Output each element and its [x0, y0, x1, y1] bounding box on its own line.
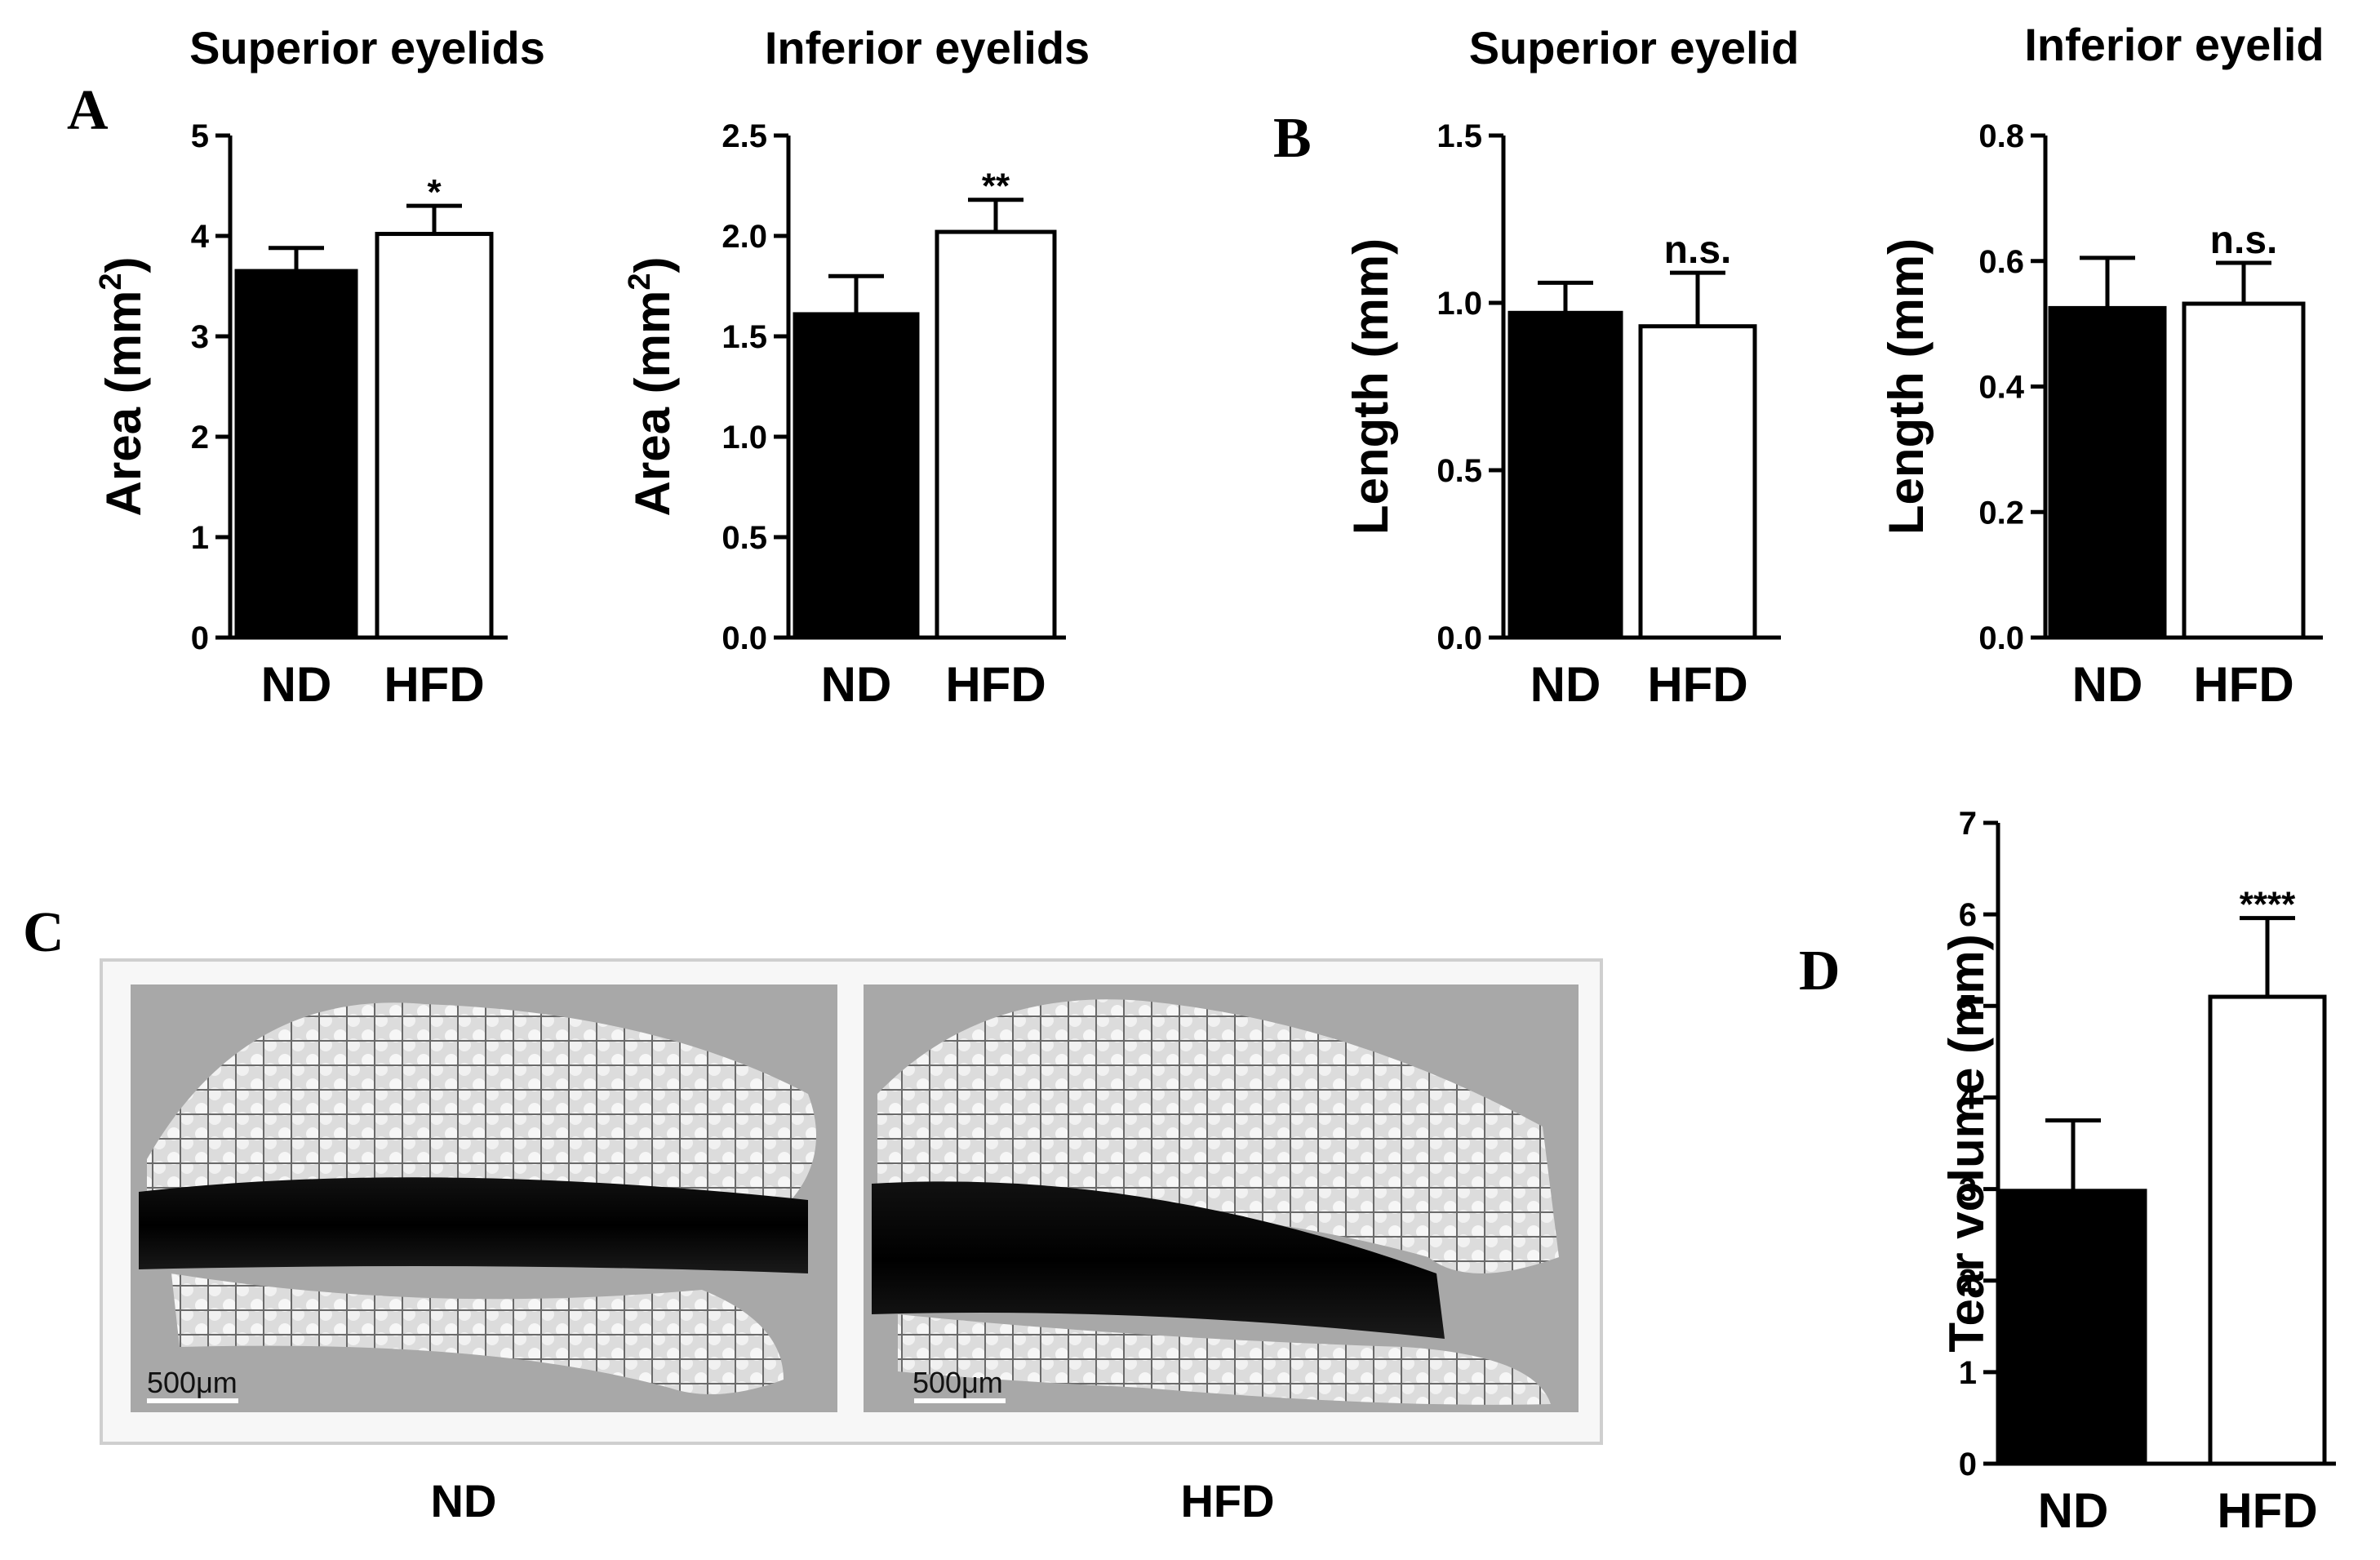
- y-tick-label: 1.5: [722, 319, 767, 355]
- y-tick-label: 2: [1959, 1264, 1977, 1300]
- y-tick-label: 0: [191, 620, 209, 656]
- category-label-hfd: HFD: [384, 657, 484, 712]
- chart-inferior-eyelids-area: Inferior eyelids 0.0 0.5 1.0 1.5 2.0 2.5 Area (…: [623, 22, 1090, 712]
- y-tick-label: 1.0: [722, 420, 767, 456]
- chart-superior-eyelid-length: Superior eyelid 0.0 0.5 1.0 1.5 Length (mm) ND…: [1343, 22, 1799, 712]
- image-label-nd: ND: [431, 1475, 497, 1527]
- y-tick-label: 4: [1959, 1080, 1978, 1116]
- y-tick-label: 0.2: [1978, 495, 2024, 531]
- bar-hfd: [2208, 994, 2327, 1466]
- bar-nd: [1507, 310, 1623, 640]
- y-tick-label: 5: [191, 118, 209, 154]
- scale-bar-label-hfd: 500μm: [912, 1366, 1003, 1399]
- y-axis-label: Area (mm2): [623, 257, 680, 517]
- y-tick-label: 0.0: [722, 620, 767, 656]
- category-label-hfd: HFD: [945, 657, 1046, 712]
- category-label-nd: ND: [1530, 657, 1601, 712]
- significance-label: n.s.: [1664, 229, 1732, 272]
- chart-title: Superior eyelid: [1469, 22, 1800, 73]
- y-tick-label: 3: [1959, 1172, 1977, 1208]
- y-tick-label: 1: [1959, 1355, 1977, 1391]
- y-tick-label: 5: [1959, 989, 1977, 1024]
- y-tick-label: 0.5: [1436, 453, 1482, 489]
- y-tick-label: 7: [1959, 806, 1977, 842]
- scale-bar-label-nd: 500μm: [147, 1366, 238, 1399]
- chart-title: Inferior eyelid: [2024, 19, 2324, 70]
- significance-label: **: [982, 167, 1010, 207]
- chart-tear-volume: 0 1 2 3 4 5 6 7 Tear volume (mm) ND **** HFD: [1939, 806, 2336, 1538]
- bar-nd: [2048, 305, 2167, 640]
- micrograph-panel: 500μm 500μm ND HFD: [100, 958, 1603, 1527]
- chart-title: Superior eyelids: [189, 22, 545, 73]
- category-label-hfd: HFD: [2217, 1483, 2317, 1538]
- panel-letter-c: C: [23, 901, 64, 964]
- y-tick-label: 0.0: [1978, 620, 2024, 656]
- chart-superior-eyelids-area: Superior eyelids 0 1 2 3 4 5 Area (mm2) ND * HFD: [94, 22, 545, 712]
- y-tick-label: 1.0: [1436, 286, 1482, 322]
- panel-letter-a: A: [67, 79, 109, 142]
- y-tick-label: 2.0: [722, 219, 767, 255]
- bar-hfd: [2182, 301, 2306, 640]
- y-tick-label: 1.5: [1436, 118, 1482, 154]
- category-label-nd: ND: [821, 657, 892, 712]
- panel-letter-b: B: [1273, 107, 1312, 170]
- significance-label: *: [427, 172, 442, 212]
- y-tick-label: 3: [191, 319, 209, 355]
- y-tick-label: 1: [191, 520, 209, 556]
- meibomian-gland-hfd-image: 500μm: [864, 984, 1579, 1412]
- y-axis-label: Tear volume (mm): [1939, 934, 1994, 1352]
- bar-hfd: [935, 229, 1057, 640]
- y-tick-label: 0.6: [1978, 244, 2024, 280]
- y-tick-label: 0.5: [722, 520, 767, 556]
- category-label-nd: ND: [2038, 1483, 2109, 1538]
- chart-inferior-eyelid-length: Inferior eyelid 0.0 0.2 0.4 0.6 0.8 Length (mm…: [1879, 19, 2324, 712]
- y-tick-label: 2: [191, 420, 209, 456]
- y-tick-label: 4: [191, 219, 210, 255]
- y-tick-label: 6: [1959, 897, 1977, 933]
- bar-nd: [793, 312, 920, 640]
- bar-hfd: [375, 232, 494, 640]
- chart-title: Inferior eyelids: [765, 22, 1090, 73]
- panel-letter-d: D: [1799, 940, 1841, 1002]
- y-tick-label: 0.8: [1978, 118, 2024, 154]
- y-axis-label: Area (mm2): [94, 257, 151, 517]
- y-tick-label: 0.4: [1978, 370, 2024, 406]
- meibomian-gland-nd-image: 500μm: [131, 984, 837, 1412]
- y-axis-label: Length (mm): [1343, 238, 1398, 535]
- category-label-hfd: HFD: [2193, 657, 2293, 712]
- y-tick-label: 0: [1959, 1447, 1977, 1482]
- significance-label: n.s.: [2210, 219, 2278, 262]
- bar-hfd: [1638, 324, 1757, 640]
- y-axis-label: Length (mm): [1879, 238, 1934, 535]
- image-label-hfd: HFD: [1180, 1475, 1274, 1527]
- category-label-nd: ND: [261, 657, 332, 712]
- bar-nd: [234, 269, 358, 640]
- y-tick-label: 2.5: [722, 118, 767, 154]
- y-tick-label: 0.0: [1436, 620, 1482, 656]
- category-label-nd: ND: [2072, 657, 2143, 712]
- significance-label: ****: [2240, 885, 2296, 925]
- category-label-hfd: HFD: [1647, 657, 1747, 712]
- bar-nd: [1999, 1189, 2147, 1466]
